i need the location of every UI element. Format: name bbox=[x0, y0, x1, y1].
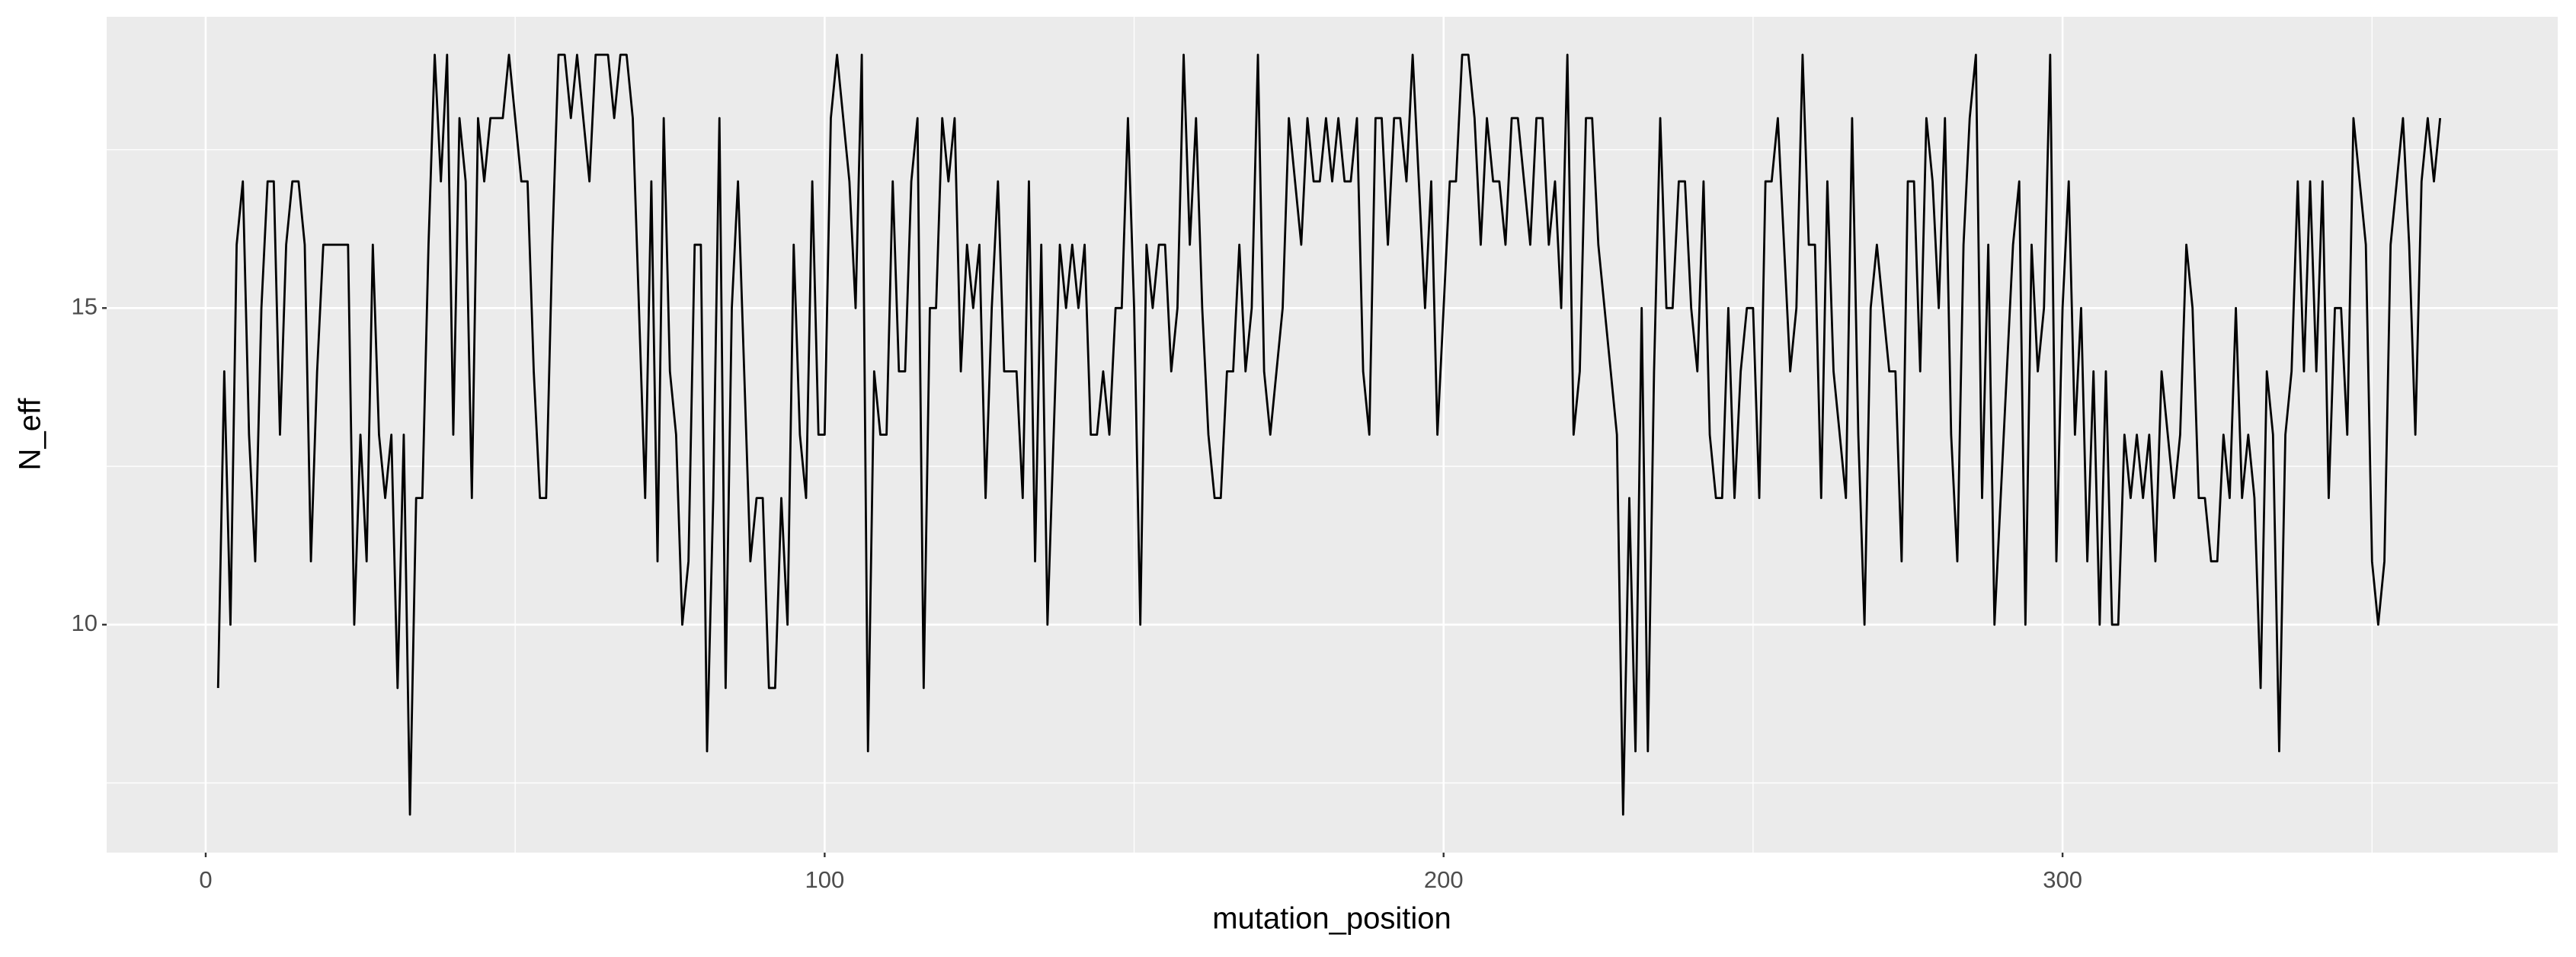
x-axis-title: mutation_position bbox=[1212, 902, 1451, 936]
x-tick-label: 100 bbox=[805, 866, 844, 893]
x-tick-label: 200 bbox=[1424, 866, 1464, 893]
x-tick-label: 300 bbox=[2043, 866, 2082, 893]
y-tick-label: 10 bbox=[72, 610, 98, 636]
y-axis-title: N_eff bbox=[14, 398, 47, 471]
x-tick-label: 0 bbox=[199, 866, 212, 893]
y-tick-label: 15 bbox=[72, 293, 98, 319]
panel bbox=[107, 17, 2558, 853]
data-line bbox=[216, 53, 2442, 816]
